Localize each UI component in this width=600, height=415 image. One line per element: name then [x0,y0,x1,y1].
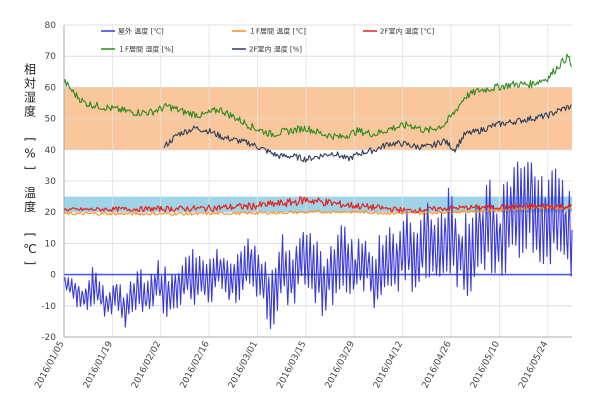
y-axis-label-char: 度 [24,199,36,214]
x-tick-label: 2016/02/16 [179,339,212,390]
x-tick-label: 2016/05/24 [517,339,550,390]
y-axis-label-char: ℃ [23,242,36,256]
x-tick-label: 2016/01/05 [33,340,66,390]
x-tick-label: 2016/02/02 [130,340,163,390]
y-tick-label: 30 [45,177,57,187]
y-axis-label-char: 湿 [24,90,36,105]
y-tick-label: 80 [45,21,57,31]
x-tick-label: 2016/04/12 [372,340,405,390]
legend-label: 屋外 温度 [℃] [118,27,164,36]
series-line-3 [63,53,573,141]
series-line-1 [63,206,572,216]
y-tick-label: -10 [41,302,56,312]
series-lines [63,53,573,330]
y-axis-label-char: 温 [24,186,36,200]
y-tick-label: 40 [45,146,57,156]
y-tick-label: 0 [50,271,56,281]
y-tick-label: -20 [41,333,56,343]
y-tick-label: 10 [45,239,57,249]
y-tick-label: 50 [45,115,57,125]
y-tick-label: 60 [45,83,57,93]
y-axis-label-temperature: 温度 [ ℃] [23,186,37,265]
y-axis-label-char: ] [23,165,37,170]
y-axis-label-char: 度 [24,104,36,119]
series-line-2 [63,196,573,214]
y-tick-label: 20 [45,208,57,218]
x-tick-label: 2016/01/19 [82,339,115,390]
y-axis-label-char: % [24,147,35,161]
x-tick-label: 2016/03/01 [227,340,260,390]
legend-label: １F居間 温度 [℃] [249,27,306,36]
y-axis-label-char: ] [23,260,37,265]
y-axis-label-char: [ [23,232,37,237]
legend-label: １F居間 湿度 [%] [118,45,174,54]
x-tick-label: 2016/04/26 [421,339,454,390]
legend-label: 2F室内 温度 [℃] [380,27,435,36]
x-tick-label: 2016/03/15 [275,340,308,390]
y-axis-label-char: 相 [24,63,36,77]
y-tick-label: 70 [45,52,57,62]
series-line-0 [63,161,573,330]
y-axis-label-char: 対 [24,77,36,91]
x-tick-label: 2016/03/29 [324,339,357,390]
series-line-4 [163,104,572,163]
legend: 屋外 温度 [℃] １F居間 温度 [℃] 2F室内 温度 [℃] １F居間 湿度 [… [101,27,435,54]
x-tick-label: 2016/05/10 [469,339,502,390]
legend-label: 2F室内 湿度 [%] [249,45,302,54]
y-axis-label-char: [ [23,137,37,142]
